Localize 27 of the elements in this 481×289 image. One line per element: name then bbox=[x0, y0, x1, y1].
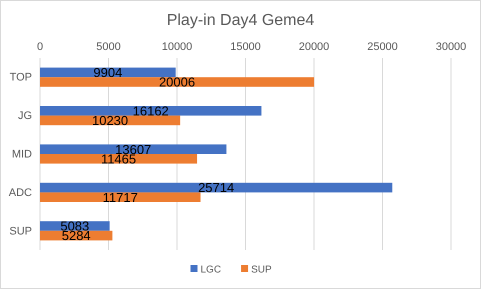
bar bbox=[40, 182, 392, 192]
x-tick-label: 15000 bbox=[230, 41, 261, 53]
y-tick-label: TOP bbox=[10, 72, 32, 84]
bar bbox=[40, 154, 198, 164]
x-tick-label: 30000 bbox=[436, 41, 466, 53]
data-label: 20006 bbox=[158, 74, 196, 90]
y-tick-label: SUP bbox=[9, 225, 32, 238]
x-tick-label: 25000 bbox=[367, 41, 398, 53]
data-label: 10230 bbox=[92, 112, 128, 128]
y-tick-label: JG bbox=[18, 110, 32, 122]
bar bbox=[40, 144, 226, 154]
y-tick-label: ADC bbox=[8, 186, 32, 199]
bar bbox=[40, 192, 201, 202]
legend-label: LGC bbox=[200, 264, 222, 276]
x-tick-label: 10000 bbox=[162, 41, 192, 53]
x-tick-label: 5000 bbox=[96, 41, 121, 53]
chart-title: Play-in Day4 Geme4 bbox=[166, 12, 314, 29]
x-tick-label: 20000 bbox=[298, 41, 330, 53]
data-label: 9904 bbox=[93, 64, 122, 80]
x-tick-label: 0 bbox=[36, 41, 44, 53]
y-tick-label: MID bbox=[12, 148, 32, 161]
legend-label: SUP bbox=[251, 264, 272, 276]
data-label: 16162 bbox=[132, 103, 169, 118]
data-label: 11717 bbox=[102, 190, 138, 205]
data-label: 25714 bbox=[198, 180, 234, 196]
bar bbox=[40, 77, 314, 87]
bar bbox=[40, 106, 262, 116]
